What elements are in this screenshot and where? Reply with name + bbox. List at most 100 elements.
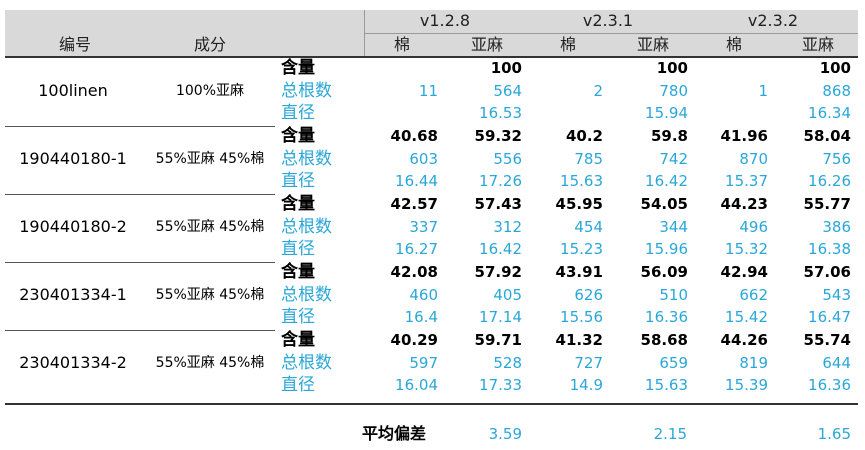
row-group-divider (5, 125, 275, 127)
sample-id: 230401334-1 (19, 284, 127, 304)
table-cell-value: 16.04 (395, 376, 438, 394)
table-cell-value: 785 (574, 149, 603, 168)
table-cell-value: 1 (758, 81, 768, 100)
table-cell-value: 11 (418, 81, 438, 100)
metric-label: 总根数 (281, 284, 332, 305)
table-cell-value: 44.26 (720, 331, 768, 349)
version-header-2: v2.3.1 (582, 11, 634, 30)
subheader-linen-3: 亚麻 (801, 35, 834, 54)
table-cell-value: 337 (409, 217, 438, 236)
average-deviation-value: 2.15 (653, 425, 687, 443)
sample-id: 190440180-2 (19, 216, 127, 236)
table-cell-value: 2 (593, 81, 603, 100)
table-cell-value (533, 57, 603, 79)
table-cell-value: 16.34 (808, 104, 851, 122)
metric-label: 含量 (281, 330, 315, 350)
table-cell-value: 40.68 (390, 127, 438, 145)
table-cell-value: 386 (822, 217, 851, 236)
table-cell-value: 42.08 (390, 263, 438, 281)
table-cell-value: 15.32 (725, 240, 768, 258)
table-cell-value: 15.63 (645, 376, 688, 394)
table-cell-value: 597 (409, 353, 438, 372)
table-cell-value: 100 (656, 59, 688, 77)
table-cell-value: 15.96 (645, 240, 688, 258)
table-cell-value: 42.57 (390, 195, 438, 213)
table-cell-value: 15.39 (725, 376, 768, 394)
table-cell-value: 15.94 (645, 104, 688, 122)
table-cell-value: 58.68 (640, 331, 688, 349)
table-cell-value: 100 (490, 59, 522, 77)
table-cell-value: 15.42 (725, 308, 768, 326)
table-cell-value: 42.94 (720, 263, 768, 281)
sample-composition: 100%亚麻 (175, 82, 245, 99)
table-cell-value: 16.4 (404, 308, 438, 326)
metric-label: 直径 (281, 171, 315, 191)
table-cell-value: 14.9 (569, 376, 603, 394)
table-cell-value: 16.42 (645, 172, 688, 190)
table-cell-value: 40.29 (390, 331, 438, 349)
table-cell-value: 41.96 (720, 127, 768, 145)
subheader-cotton-3: 棉 (725, 35, 742, 54)
table-cell-value: 405 (493, 285, 522, 304)
subheader-cotton-1: 棉 (393, 35, 410, 54)
table-cell-value: 16.47 (808, 308, 851, 326)
header-separator (364, 10, 365, 56)
metric-label: 总根数 (281, 216, 332, 237)
table-cell-value: 543 (822, 285, 851, 304)
table-cell-value: 344 (659, 217, 688, 236)
table-cell-value: 15.23 (560, 240, 603, 258)
header-bottom-rule (5, 56, 858, 58)
table-bottom-rule (5, 402, 858, 405)
table-cell-value: 510 (659, 285, 688, 304)
sample-composition: 55%亚麻 45%棉 (155, 354, 265, 371)
metric-label: 直径 (281, 239, 315, 259)
version-header-1: v1.2.8 (419, 11, 471, 30)
table-cell-value: 41.32 (555, 331, 603, 349)
metric-label: 含量 (281, 58, 315, 78)
table-cell-value: 59.8 (650, 127, 688, 145)
table-cell-value: 16.38 (808, 240, 851, 258)
table-cell-value: 16.53 (479, 104, 522, 122)
table-cell-value: 55.74 (803, 331, 851, 349)
table-cell-value: 17.14 (479, 308, 522, 326)
table-cell-value: 819 (739, 353, 768, 372)
metric-label: 含量 (281, 194, 315, 214)
table-cell-value: 727 (574, 353, 603, 372)
version-header-3: v2.3.2 (747, 11, 799, 30)
table-cell-value: 626 (574, 285, 603, 304)
row-group-divider (5, 329, 275, 331)
table-cell-value (698, 102, 768, 124)
table-cell-value: 662 (739, 285, 768, 304)
table-cell-value (698, 57, 768, 79)
table-cell-value: 55.77 (803, 195, 851, 213)
average-deviation-value: 1.65 (817, 425, 851, 443)
metric-label: 直径 (281, 103, 315, 123)
table-cell-value: 59.32 (474, 127, 522, 145)
table-cell-value: 312 (493, 217, 522, 236)
metric-label: 总根数 (281, 148, 332, 169)
table-cell-value: 59.71 (474, 331, 522, 349)
table-cell-value: 659 (659, 353, 688, 372)
table-cell-value: 17.33 (479, 376, 522, 394)
table-cell-value: 756 (822, 149, 851, 168)
metric-label: 直径 (281, 307, 315, 327)
metric-label: 总根数 (281, 352, 332, 373)
column-header-id: 编号 (58, 35, 91, 54)
table-cell-value: 15.37 (725, 172, 768, 190)
table-cell-value: 870 (739, 149, 768, 168)
row-group-divider (5, 261, 275, 263)
table-cell-value: 460 (409, 285, 438, 304)
table-cell-value (368, 102, 438, 124)
sample-id: 230401334-2 (19, 352, 127, 372)
table-cell-value: 556 (493, 149, 522, 168)
table-cell-value: 54.05 (640, 195, 688, 213)
table-cell-value: 603 (409, 149, 438, 168)
metric-label: 含量 (281, 126, 315, 146)
table-cell-value: 17.26 (479, 172, 522, 190)
table-cell-value (368, 57, 438, 79)
table-cell-value: 16.27 (395, 240, 438, 258)
table-cell-value: 56.09 (640, 263, 688, 281)
column-header-composition: 成分 (193, 35, 226, 54)
table-cell-value: 43.91 (555, 263, 603, 281)
